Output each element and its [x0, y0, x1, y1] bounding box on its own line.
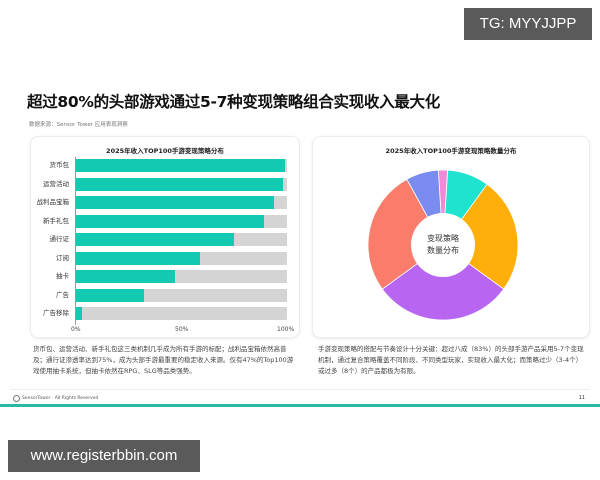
data-source: 数据来源：Sensor Tower 应用表现洞察 — [29, 122, 128, 128]
bar-row: 货币包 — [31, 159, 299, 172]
bar-fill — [76, 159, 285, 172]
bar-label: 新手礼包 — [43, 216, 69, 225]
watermark-top: TG: MYYJJPP — [464, 8, 592, 40]
bar-row: 广告 — [31, 288, 299, 302]
donut-chart-card: 2025年收入TOP100手游变现策略数量分布 变现策略 数量分布 — [312, 136, 590, 338]
bar-chart-title: 2025年收入TOP100手游变现策略分布 — [106, 147, 224, 155]
y-axis-line — [75, 157, 76, 325]
bar-label: 广告 — [56, 290, 69, 299]
center-label-line-1: 变现策略 — [427, 234, 459, 243]
bar-label: 货币包 — [49, 161, 70, 169]
bar-fill — [76, 251, 201, 265]
donut-chart: 变现策略 数量分布 — [367, 169, 519, 321]
donut-slice — [442, 183, 519, 290]
bar-track — [76, 159, 287, 172]
donut-center-label: 变现策略 数量分布 — [411, 213, 475, 277]
bar-track — [76, 288, 287, 302]
donut-chart-title: 2025年收入TOP100手游变现策略数量分布 — [385, 147, 517, 155]
x-tick-50: 50% — [175, 326, 189, 333]
bar-row: 运营活动 — [31, 177, 299, 191]
bar-track — [76, 233, 287, 246]
bar-track — [76, 307, 287, 320]
footer-brand: SensorTower · All Rights Reserved — [13, 395, 98, 402]
footer-accent-line — [0, 404, 600, 407]
bar-label: 订阅 — [56, 253, 69, 262]
bar-label: 广告移除 — [43, 309, 69, 317]
footer-divider — [10, 389, 590, 390]
bar-fill — [76, 288, 144, 302]
footer-copyright: SensorTower · All Rights Reserved — [22, 396, 99, 401]
bar-label: 战利品宝箱 — [36, 198, 70, 206]
bar-track — [76, 270, 287, 283]
bar-fill — [76, 307, 83, 320]
page-number: 11 — [578, 395, 585, 401]
bar-row: 新手礼包 — [31, 214, 299, 228]
watermark-bottom: www.registerbbin.com — [8, 440, 200, 472]
bar-fill — [76, 270, 176, 283]
bar-label: 运营活动 — [43, 179, 69, 188]
bar-fill — [76, 214, 264, 228]
bar-track — [76, 214, 287, 228]
bar-row: 通行证 — [31, 233, 299, 246]
bar-row: 订阅 — [31, 251, 299, 265]
page-title: 超过80%的头部游戏通过5-7种变现策略组合实现收入最大化 — [27, 93, 440, 111]
bar-fill — [76, 196, 275, 209]
sensortower-logo-icon — [13, 395, 20, 402]
donut-slice — [381, 244, 505, 321]
x-tick-100: 100% — [277, 326, 295, 333]
donut-chart-description: 手游变现策略的搭配与节奏设计十分关键：超过八成（83%）的头部手游产品采用5-7… — [318, 345, 584, 375]
bar-row: 抽卡 — [31, 270, 299, 283]
bar-label: 抽卡 — [56, 272, 69, 280]
center-label-line-2: 数量分布 — [427, 246, 459, 255]
bar-fill — [76, 177, 283, 191]
donut-svg — [367, 169, 519, 321]
bar-track — [76, 177, 287, 191]
bar-row: 广告移除 — [31, 307, 299, 320]
bar-track — [76, 196, 287, 209]
x-tick-0: 0% — [71, 326, 81, 333]
bar-track — [76, 251, 287, 265]
bar-chart-description: 货币包、运营活动、新手礼包这三类机制几乎成为所有手游的标配；战利品宝箱依然高普及… — [33, 345, 294, 375]
bar-row: 战利品宝箱 — [31, 196, 299, 209]
bar-chart-card: 2025年收入TOP100手游变现策略分布 货币包运营活动战利品宝箱新手礼包通行… — [30, 136, 300, 338]
bar-label: 通行证 — [49, 235, 70, 243]
donut-slice — [367, 178, 444, 290]
bar-fill — [76, 233, 235, 246]
